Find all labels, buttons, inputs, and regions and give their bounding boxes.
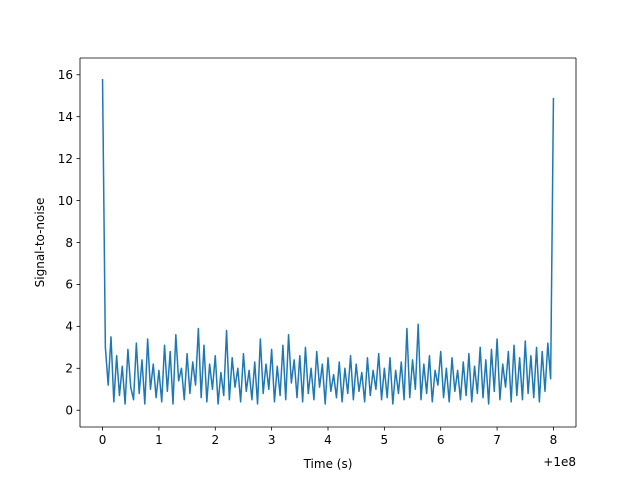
y-tick-label: 10 [58, 194, 73, 208]
x-axis-ticks: 0 1 2 3 4 5 6 7 8 [99, 427, 558, 447]
y-tick-label: 4 [65, 320, 73, 334]
x-axis-label: Time (s) [303, 457, 353, 471]
y-tick-label: 12 [58, 152, 73, 166]
x-tick-label: 8 [550, 433, 558, 447]
snr-series-line [101, 78, 555, 405]
x-tick-label: 5 [381, 433, 389, 447]
y-tick-label: 2 [65, 362, 73, 376]
x-tick-label: 3 [268, 433, 276, 447]
y-tick-label: 8 [65, 236, 73, 250]
x-tick-label: 6 [437, 433, 445, 447]
x-tick-label: 7 [493, 433, 501, 447]
x-tick-label: 0 [99, 433, 107, 447]
x-tick-label: 4 [324, 433, 332, 447]
x-tick-label: 2 [211, 433, 219, 447]
y-tick-label: 14 [58, 110, 73, 124]
x-tick-label: 1 [155, 433, 163, 447]
y-axis-ticks: 0 2 4 6 8 10 12 14 16 [58, 68, 80, 418]
y-tick-label: 0 [65, 404, 73, 418]
y-axis-label: Signal-to-noise [33, 198, 47, 288]
y-tick-label: 6 [65, 278, 73, 292]
y-tick-label: 16 [58, 68, 73, 82]
x-offset-label: +1e8 [543, 455, 576, 469]
